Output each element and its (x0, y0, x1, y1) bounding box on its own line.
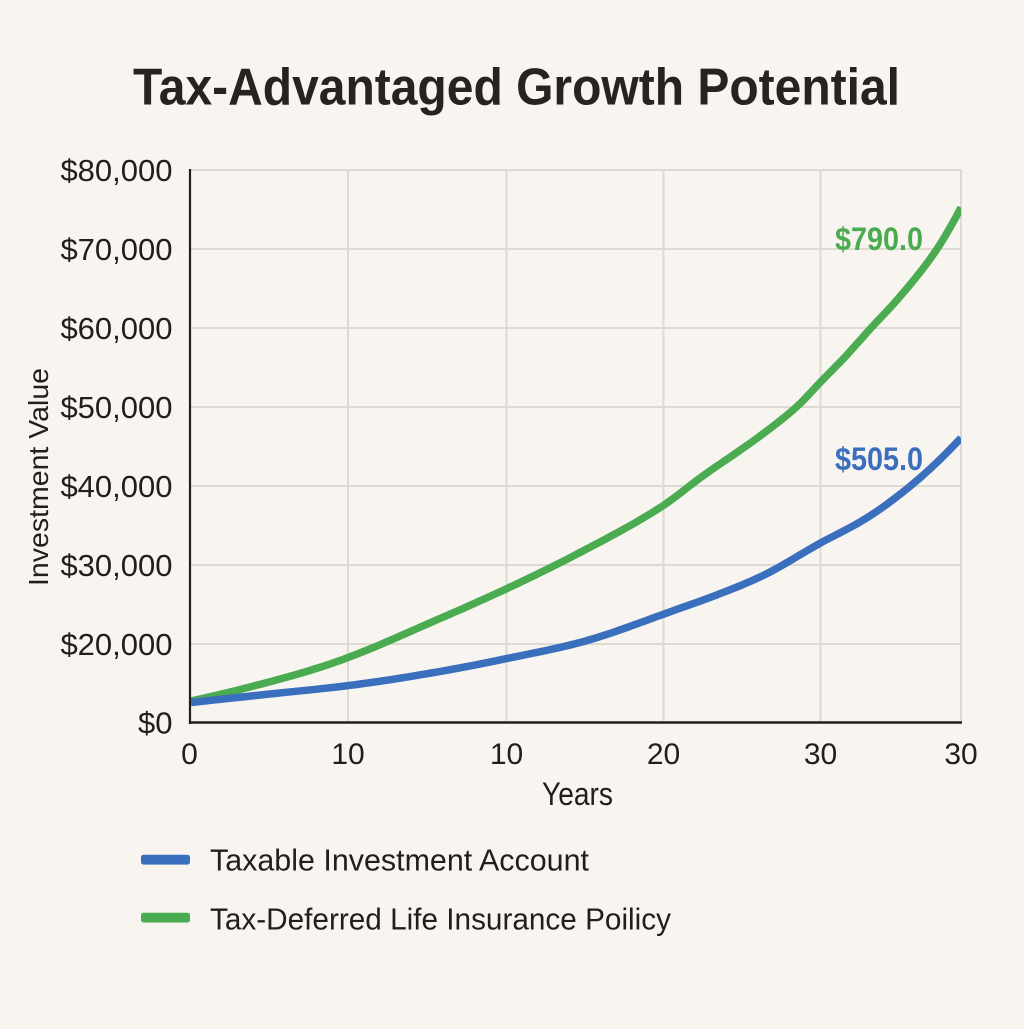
svg-text:$60,000: $60,000 (60, 311, 172, 346)
svg-text:10: 10 (490, 738, 523, 771)
svg-text:$505.0: $505.0 (835, 441, 923, 477)
svg-text:10: 10 (331, 738, 364, 771)
svg-text:$790.0: $790.0 (835, 221, 923, 257)
svg-text:20: 20 (647, 738, 680, 771)
svg-text:$20,000: $20,000 (60, 627, 172, 662)
svg-text:0: 0 (181, 738, 198, 771)
svg-text:Tax-Advantaged Growth Potentia: Tax-Advantaged Growth Potential (133, 59, 900, 117)
svg-text:Investment Value: Investment Value (23, 368, 54, 586)
svg-text:30: 30 (804, 738, 837, 771)
svg-text:$40,000: $40,000 (60, 469, 172, 504)
svg-text:$30,000: $30,000 (60, 548, 172, 583)
svg-text:$80,000: $80,000 (60, 153, 172, 188)
svg-text:Tax-Deferred Life Insurance Po: Tax-Deferred Life Insurance Poilicy (210, 902, 671, 937)
svg-text:Taxable Investment Account: Taxable Investment Account (210, 843, 589, 878)
svg-text:$0: $0 (138, 706, 172, 741)
svg-text:30: 30 (944, 738, 977, 771)
svg-text:Years: Years (542, 776, 613, 812)
svg-text:$50,000: $50,000 (60, 390, 172, 425)
svg-text:$70,000: $70,000 (60, 232, 172, 267)
